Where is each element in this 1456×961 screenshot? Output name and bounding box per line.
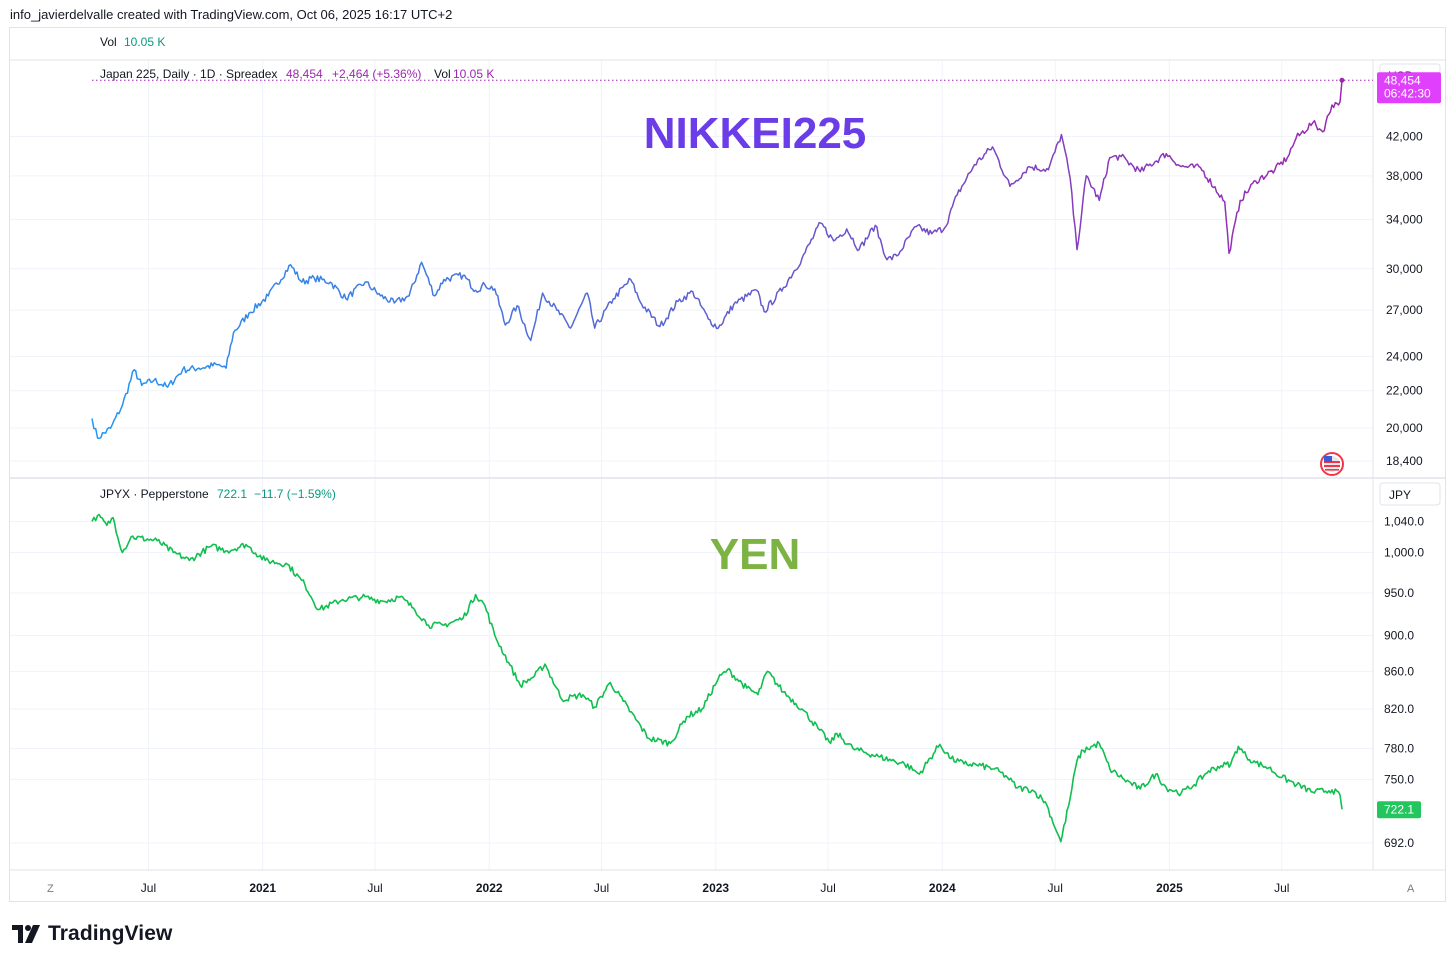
jpy-currency-button[interactable]: [1379, 482, 1441, 506]
top-legend-last: 48,454: [286, 67, 323, 81]
time-tick: 2024: [929, 881, 956, 895]
bottom-pane-gridlines: [10, 521, 1373, 844]
nikkei-last-point: [1339, 77, 1345, 83]
time-tick: 2022: [476, 881, 503, 895]
yen-price-tag: [1377, 801, 1421, 819]
bottom-price-tick: 750.0: [1384, 772, 1414, 786]
top-legend-vol-value: 10.05 K: [453, 67, 494, 81]
top-price-axis[interactable]: 42,000 38,000 34,000 30,000 27,000 24,000 22,0…: [1386, 129, 1423, 468]
top-price-tick: 34,000: [1386, 213, 1423, 227]
time-axis[interactable]: Jul 2021 Jul 2022 Jul 2023 Jul 2024 Jul 2025 Jul: [141, 881, 1290, 895]
bottom-price-tick: 780.0: [1384, 741, 1414, 755]
bottom-legend-last: 722.1: [217, 487, 247, 501]
yen-series-line: [91, 513, 1343, 843]
nikkei-annotation: NIKKEI225: [644, 109, 867, 158]
zoom-reset-button[interactable]: Z: [47, 883, 54, 895]
bottom-price-tick: 860.0: [1384, 664, 1414, 678]
chart-frame: [9, 27, 1446, 902]
yen-price-tag-value: 722.1: [1384, 802, 1414, 816]
nikkei-countdown: 06:42:30: [1384, 86, 1431, 100]
tradingview-logo[interactable]: TradingView: [12, 920, 172, 948]
auto-scale-button[interactable]: A: [1407, 883, 1415, 895]
top-price-tick: 20,000: [1386, 421, 1423, 435]
time-tick: Jul: [594, 881, 609, 895]
bottom-price-tick: 950.0: [1384, 586, 1414, 600]
top-price-tick: 24,000: [1386, 349, 1423, 363]
yen-annotation: YEN: [710, 530, 800, 579]
nikkei-price-tag: [1377, 72, 1441, 104]
bottom-price-tick: 1,040.0: [1384, 515, 1424, 529]
top-price-tick: 27,000: [1386, 303, 1423, 317]
nikkei-series-line: [91, 80, 1343, 440]
top-pane-gridlines: [10, 135, 1373, 462]
tradingview-wordmark: TradingView: [48, 922, 173, 945]
time-tick: 2023: [702, 881, 729, 895]
us-flag-icon[interactable]: [1320, 452, 1344, 476]
top-legend-change: +2,464 (+5.36%): [332, 67, 421, 81]
jpy-currency-label: JPY: [1389, 488, 1411, 502]
top-price-tick: 42,000: [1386, 129, 1423, 143]
volume-label: Vol: [100, 35, 117, 49]
top-price-tick: 38,000: [1386, 169, 1423, 183]
chart-attribution: info_javierdelvalle created with Trading…: [10, 7, 453, 22]
time-tick: 2025: [1156, 881, 1183, 895]
top-legend-title[interactable]: Japan 225, Daily · 1D · Spreadex: [100, 67, 277, 81]
bottom-price-axis[interactable]: 1,040.0 1,000.0 950.0 900.0 860.0 820.0 780.0 7…: [1384, 515, 1424, 850]
time-tick: Jul: [367, 881, 382, 895]
nikkei-price-tag-value: 48,454: [1384, 73, 1421, 87]
top-price-tick: 22,000: [1386, 384, 1423, 398]
time-tick: Jul: [141, 881, 156, 895]
top-price-tick: 30,000: [1386, 262, 1423, 276]
top-legend-vol-label: Vol: [434, 67, 451, 81]
volume-value: 10.05 K: [124, 35, 165, 49]
time-tick: Jul: [1048, 881, 1063, 895]
vertical-gridlines: [147, 60, 1283, 870]
bottom-price-tick: 692.0: [1384, 836, 1414, 850]
bottom-legend-change: −11.7 (−1.59%): [254, 487, 336, 501]
time-tick: Jul: [1274, 881, 1289, 895]
time-tick: 2021: [249, 881, 276, 895]
time-tick: Jul: [820, 881, 835, 895]
bottom-legend-title[interactable]: JPYX · Pepperstone: [100, 487, 209, 501]
bottom-price-tick: 820.0: [1384, 702, 1414, 716]
bottom-price-tick: 1,000.0: [1384, 545, 1424, 559]
bottom-price-tick: 900.0: [1384, 629, 1414, 643]
tradingview-logo-icon: [12, 925, 40, 943]
top-price-tick: 18,400: [1386, 454, 1423, 468]
